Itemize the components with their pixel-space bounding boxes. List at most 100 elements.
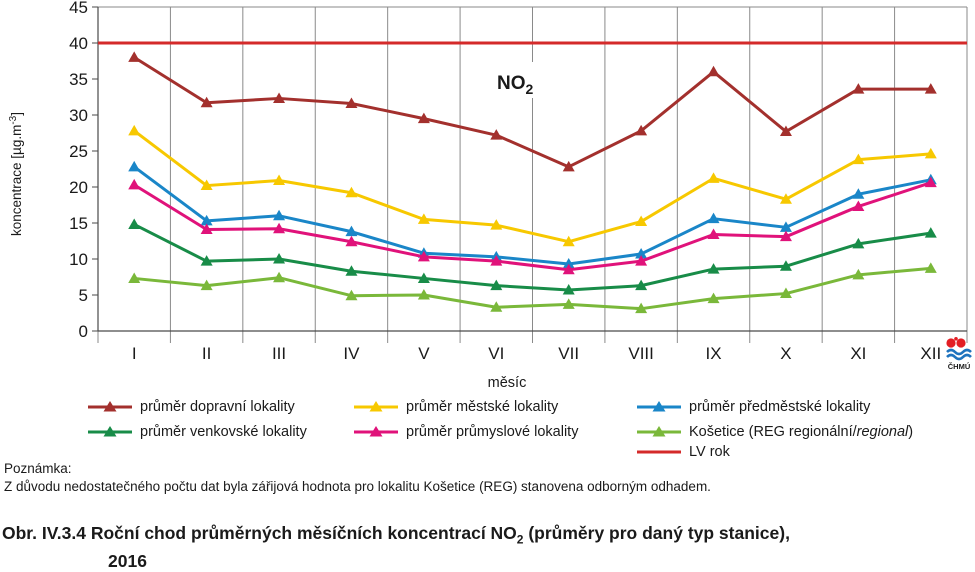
x-tick-label: XI bbox=[850, 344, 866, 363]
series-point bbox=[852, 188, 865, 199]
series-point bbox=[852, 268, 865, 280]
series-line bbox=[133, 165, 932, 266]
y-tick-label: 25 bbox=[69, 142, 88, 161]
chart-series bbox=[128, 51, 937, 314]
series-point bbox=[924, 176, 937, 188]
series-point bbox=[273, 174, 286, 186]
note-heading: Poznámka: bbox=[4, 461, 72, 476]
x-tick-labels: I II III IV V VI VII VIII IX X XI XII bbox=[132, 344, 941, 363]
series-point bbox=[562, 160, 575, 172]
series-point bbox=[273, 253, 286, 264]
series-point bbox=[345, 265, 358, 276]
series-point bbox=[707, 172, 720, 183]
series-point bbox=[562, 258, 575, 269]
x-axis-label: měsíc bbox=[488, 375, 527, 391]
series-4 bbox=[128, 176, 937, 275]
series-0 bbox=[128, 51, 937, 172]
series-point bbox=[200, 223, 213, 234]
series-point bbox=[635, 302, 648, 314]
series-point bbox=[417, 272, 430, 283]
chmu-logo: ČHMÚ bbox=[944, 337, 975, 371]
series-point bbox=[490, 219, 503, 230]
series-point bbox=[779, 260, 792, 271]
series-point bbox=[273, 92, 286, 103]
series-point bbox=[707, 292, 720, 304]
legend-label-dopravni: průměr dopravní lokality bbox=[140, 399, 295, 415]
series-point bbox=[852, 83, 865, 94]
x-tick-label: II bbox=[202, 344, 211, 363]
series-point bbox=[345, 235, 358, 247]
series-point bbox=[128, 160, 141, 172]
series-point bbox=[345, 225, 358, 237]
legend-marker-predmestske bbox=[637, 401, 681, 412]
y-axis-label: koncentrace [µg.m-3] bbox=[8, 112, 24, 236]
series-point bbox=[852, 237, 865, 249]
legend-marker-kosetice bbox=[637, 426, 681, 437]
series-2 bbox=[128, 160, 937, 269]
series-point bbox=[417, 289, 430, 300]
series-point bbox=[200, 214, 213, 226]
legend-label-prumyslove: průměr průmyslové lokality bbox=[406, 424, 579, 440]
series-point bbox=[345, 186, 358, 198]
x-tick-label: IX bbox=[706, 344, 722, 363]
series-point bbox=[635, 279, 648, 291]
x-tick-label: XII bbox=[920, 344, 941, 363]
chart-title: NO2 bbox=[497, 73, 534, 97]
series-point bbox=[562, 283, 575, 295]
y-tick-label: 45 bbox=[69, 0, 88, 17]
series-point bbox=[200, 179, 213, 191]
chmu-logo-text: ČHMÚ bbox=[948, 362, 971, 371]
x-tick-label: V bbox=[418, 344, 430, 363]
series-point bbox=[128, 218, 141, 229]
y-tick-label: 40 bbox=[69, 34, 88, 53]
series-line bbox=[134, 266, 931, 311]
legend-marker-dopravni bbox=[88, 401, 132, 412]
legend-item-venkovske: průměr venkovské lokality bbox=[88, 424, 307, 440]
series-point bbox=[852, 153, 865, 165]
y-tick-label: 0 bbox=[79, 322, 88, 341]
legend-marker-lv-rok bbox=[637, 450, 681, 454]
series-point bbox=[128, 178, 141, 190]
y-tick-label: 30 bbox=[69, 106, 88, 125]
series-point bbox=[635, 215, 648, 227]
series-point bbox=[200, 255, 213, 266]
legend-item-mestske: průměr městské lokality bbox=[354, 399, 558, 415]
legend-marker-venkovske bbox=[88, 426, 132, 437]
chart-note: Poznámka: Z důvodu nedostatečného počtu … bbox=[4, 460, 711, 496]
series-point bbox=[924, 147, 937, 159]
series-point bbox=[128, 272, 141, 283]
x-tick-label: IV bbox=[343, 344, 360, 363]
series-line bbox=[133, 181, 932, 272]
series-point bbox=[635, 124, 648, 136]
series-point bbox=[779, 287, 792, 299]
y-tick-labels: 0 5 10 15 20 25 30 35 40 45 bbox=[69, 0, 98, 341]
legend-label-kosetice: Košetice (REG regionální/regional) bbox=[689, 424, 914, 440]
series-point bbox=[562, 298, 575, 309]
series-point bbox=[490, 129, 503, 140]
series-point bbox=[490, 301, 503, 312]
legend-item-dopravni: průměr dopravní lokality bbox=[88, 399, 295, 415]
legend-label-venkovske: průměr venkovské lokality bbox=[140, 424, 307, 440]
series-point bbox=[779, 221, 792, 232]
series-point bbox=[128, 124, 141, 136]
y-tick-label: 15 bbox=[69, 214, 88, 233]
series-line bbox=[133, 56, 931, 169]
figure-caption: Obr. IV.3.4 Roční chod průměrných měsíčn… bbox=[2, 523, 790, 572]
series-point bbox=[707, 65, 720, 77]
series-point bbox=[852, 200, 865, 211]
series-line bbox=[133, 223, 932, 292]
series-point bbox=[635, 247, 648, 259]
caption-line-2: 2016 bbox=[108, 550, 147, 571]
x-tick-label: VIII bbox=[628, 344, 654, 363]
y-tick-label: 10 bbox=[69, 250, 88, 269]
x-tick-label: VI bbox=[488, 344, 504, 363]
series-point bbox=[417, 112, 430, 124]
note-text: Z důvodu nedostatečného počtu dat byla z… bbox=[4, 479, 711, 494]
series-line bbox=[133, 129, 931, 244]
series-point bbox=[128, 51, 141, 62]
x-tick-label: III bbox=[272, 344, 286, 363]
legend-label-mestske: průměr městské lokality bbox=[406, 399, 559, 415]
series-point bbox=[490, 279, 503, 291]
legend-item-lv-rok: LV rok bbox=[637, 444, 730, 460]
